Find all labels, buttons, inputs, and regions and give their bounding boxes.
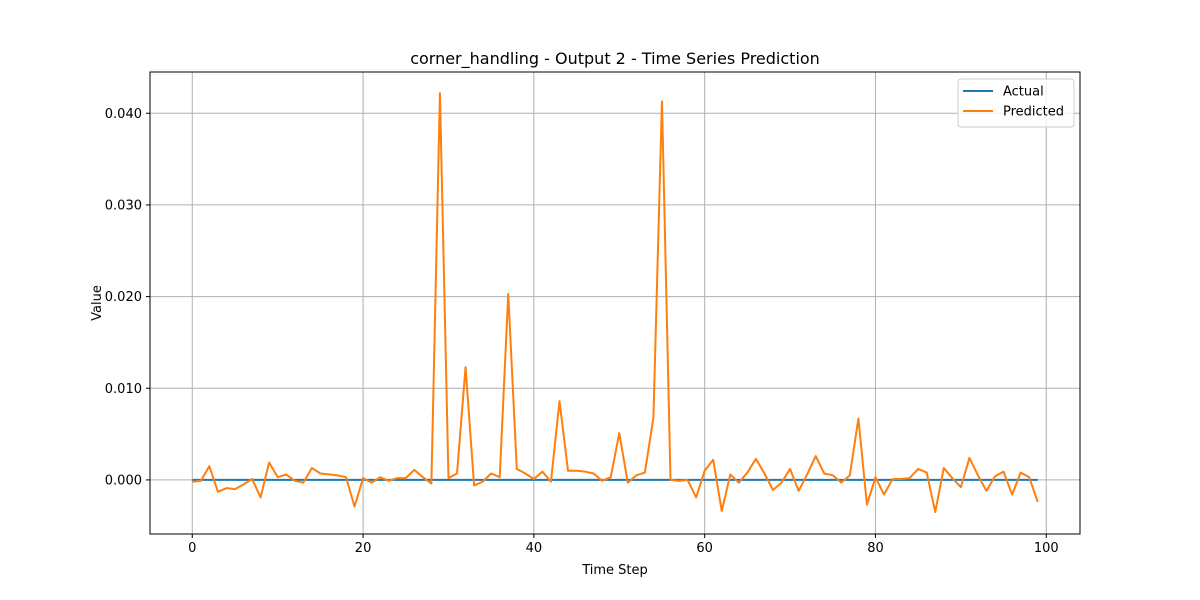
x-tick-label: 60 [696, 541, 713, 556]
x-axis-label: Time Step [581, 563, 648, 578]
legend-label-predicted: Predicted [1003, 105, 1064, 120]
x-tick-label: 20 [355, 541, 372, 556]
y-tick-label: 0.020 [105, 290, 142, 305]
y-tick-label: 0.010 [105, 382, 142, 397]
y-axis-label: Value [90, 285, 105, 321]
plot-frame [149, 71, 1081, 535]
series-line-predicted [192, 92, 1039, 513]
legend: Actual Predicted [957, 78, 1075, 128]
x-tick-label: 80 [867, 541, 884, 556]
legend-label-actual: Actual [1003, 85, 1044, 100]
y-tick-label: 0.000 [105, 473, 142, 488]
x-tick-label: 40 [526, 541, 543, 556]
axis-ticks: 0 20 40 60 80 100 0.000 0.010 0.020 0.030 0.040 [105, 107, 1059, 556]
y-tick-label: 0.030 [105, 198, 142, 213]
chart-title: corner_handling - Output 2 - Time Series… [410, 49, 820, 69]
y-tick-label: 0.040 [105, 107, 142, 122]
x-tick-label: 0 [188, 541, 196, 556]
x-tick-label: 100 [1034, 541, 1059, 556]
series-lines [192, 92, 1039, 513]
